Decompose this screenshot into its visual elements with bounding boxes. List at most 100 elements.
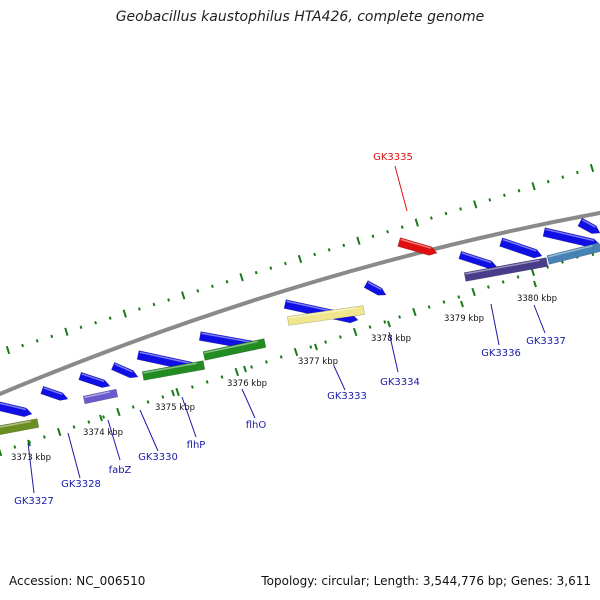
cog-gene-bar[interactable] bbox=[287, 305, 365, 326]
gene-highlight bbox=[465, 259, 540, 275]
gene-label-gk3334[interactable]: GK3334 bbox=[380, 331, 420, 388]
guide-dot bbox=[459, 207, 463, 211]
gene-arrow[interactable] bbox=[78, 371, 112, 390]
gene-label-text: GK3328 bbox=[61, 479, 101, 490]
guide-dot bbox=[146, 400, 150, 404]
gene-label-text: GK3335 bbox=[373, 152, 413, 163]
gene-shape bbox=[463, 257, 549, 282]
scale-tick-label: 3380 kbp bbox=[517, 294, 557, 304]
gene-arrow[interactable] bbox=[499, 237, 544, 261]
guide-dot bbox=[239, 273, 244, 282]
gene-label-text: GK3337 bbox=[526, 336, 566, 347]
cog-gene-bar[interactable] bbox=[0, 418, 40, 437]
guide-dot bbox=[412, 307, 417, 317]
gene-highlight bbox=[400, 238, 432, 249]
guide-dot bbox=[234, 367, 240, 377]
guide-dot bbox=[13, 445, 17, 449]
guide-dot bbox=[64, 327, 69, 336]
scale-ticks: 3373 kbp 3374 kbp 3375 kbp 3376 kbp 3377 kbp… bbox=[11, 280, 557, 463]
gene-shape bbox=[577, 217, 600, 234]
leader-line bbox=[533, 304, 546, 334]
gene-label-gk3335[interactable]: GK3335 bbox=[373, 152, 413, 212]
gene-label-gk3336[interactable]: GK3336 bbox=[481, 303, 521, 359]
cog-gene-bar[interactable] bbox=[546, 242, 600, 265]
gene-arrow[interactable] bbox=[40, 385, 70, 403]
scale-tick-mark bbox=[171, 389, 175, 397]
guide-dot bbox=[94, 320, 98, 325]
gene-label-text: flhP bbox=[187, 440, 206, 451]
guide-dot bbox=[21, 343, 25, 348]
guide-dot bbox=[327, 248, 331, 252]
cog-gene-bar[interactable] bbox=[141, 360, 206, 381]
guide-dot bbox=[175, 387, 180, 397]
gene-shape bbox=[363, 280, 387, 296]
gene-label-flho[interactable]: flhO bbox=[241, 388, 267, 431]
guide-dot bbox=[356, 236, 361, 245]
gene-arrow[interactable] bbox=[397, 237, 439, 258]
guide-dot bbox=[386, 229, 390, 234]
guide-dot bbox=[190, 385, 194, 389]
gene-label-text: fabZ bbox=[109, 465, 132, 476]
scale-tick-mark bbox=[99, 414, 103, 422]
guide-dot bbox=[122, 309, 127, 318]
guide-dot bbox=[575, 170, 579, 175]
scale-tick-label: 3373 kbp bbox=[11, 453, 51, 463]
gene-highlight bbox=[201, 332, 255, 344]
guide-dot bbox=[108, 316, 112, 320]
gene-label-text: GK3333 bbox=[327, 391, 367, 402]
guide-dot bbox=[516, 275, 520, 279]
gene-label-text: flhO bbox=[246, 420, 267, 431]
cog-gene-bar[interactable] bbox=[82, 388, 119, 405]
guide-dot bbox=[457, 295, 461, 299]
guide-dot bbox=[152, 302, 156, 307]
gene-labels: GK3327 GK3328 fabZ GK3330 flhP flhO GK3333 GK33… bbox=[14, 152, 566, 507]
map-title: Geobacillus kaustophilus HTA426, complet… bbox=[115, 9, 485, 25]
leader-line bbox=[490, 303, 500, 346]
guide-dot bbox=[368, 325, 372, 329]
gene-label-flhp[interactable]: flhP bbox=[181, 396, 206, 451]
guide-dot bbox=[471, 287, 476, 297]
gene-label-gk3328[interactable]: GK3328 bbox=[61, 432, 101, 490]
guide-dot bbox=[442, 300, 446, 304]
gene-label-fabz[interactable]: fabZ bbox=[107, 419, 132, 476]
gene-highlight bbox=[502, 238, 537, 252]
gene-arrow[interactable] bbox=[0, 399, 33, 419]
gene-highlight bbox=[0, 420, 31, 430]
gene-arrow[interactable] bbox=[110, 361, 139, 380]
accession-text: Accession: NC_006510 bbox=[9, 574, 146, 588]
gene-shape bbox=[0, 418, 40, 437]
leader-line bbox=[139, 409, 159, 452]
guide-dot bbox=[250, 365, 254, 369]
cog-gene-bar[interactable] bbox=[202, 338, 267, 361]
scale-tick-mark bbox=[533, 280, 537, 288]
guide-dot bbox=[309, 345, 313, 349]
gene-highlight bbox=[84, 391, 110, 399]
guide-dot bbox=[116, 407, 121, 417]
gene-arrow[interactable] bbox=[577, 217, 600, 237]
gene-label-gk3330[interactable]: GK3330 bbox=[138, 409, 178, 463]
gene-shape bbox=[0, 399, 33, 418]
guide-dot bbox=[429, 216, 433, 220]
guide-dot bbox=[546, 179, 550, 184]
backbone-line bbox=[0, 210, 600, 397]
scale-tick-mark bbox=[314, 343, 318, 351]
gene-label-text: GK3330 bbox=[138, 452, 178, 463]
gene-label-gk3333[interactable]: GK3333 bbox=[327, 365, 367, 402]
gene-arrow[interactable] bbox=[363, 280, 388, 298]
guide-dot bbox=[5, 345, 11, 355]
cog-gene-bar[interactable] bbox=[463, 257, 549, 282]
gene-highlight bbox=[114, 363, 133, 373]
guide-dot bbox=[371, 234, 375, 238]
guide-dot bbox=[181, 291, 186, 300]
guide-dot bbox=[444, 211, 448, 216]
gene-label-gk3337[interactable]: GK3337 bbox=[526, 304, 566, 347]
gene-shape bbox=[141, 360, 206, 381]
guide-dot bbox=[283, 261, 287, 266]
guide-dot bbox=[0, 448, 3, 457]
guide-dot bbox=[473, 200, 478, 209]
topology-text: Topology: circular; Length: 3,544,776 bp… bbox=[261, 574, 591, 588]
gene-label-gk3327[interactable]: GK3327 bbox=[14, 442, 54, 507]
guide-dot bbox=[383, 320, 387, 324]
guide-dot bbox=[561, 175, 565, 179]
gene-shape bbox=[82, 388, 119, 405]
